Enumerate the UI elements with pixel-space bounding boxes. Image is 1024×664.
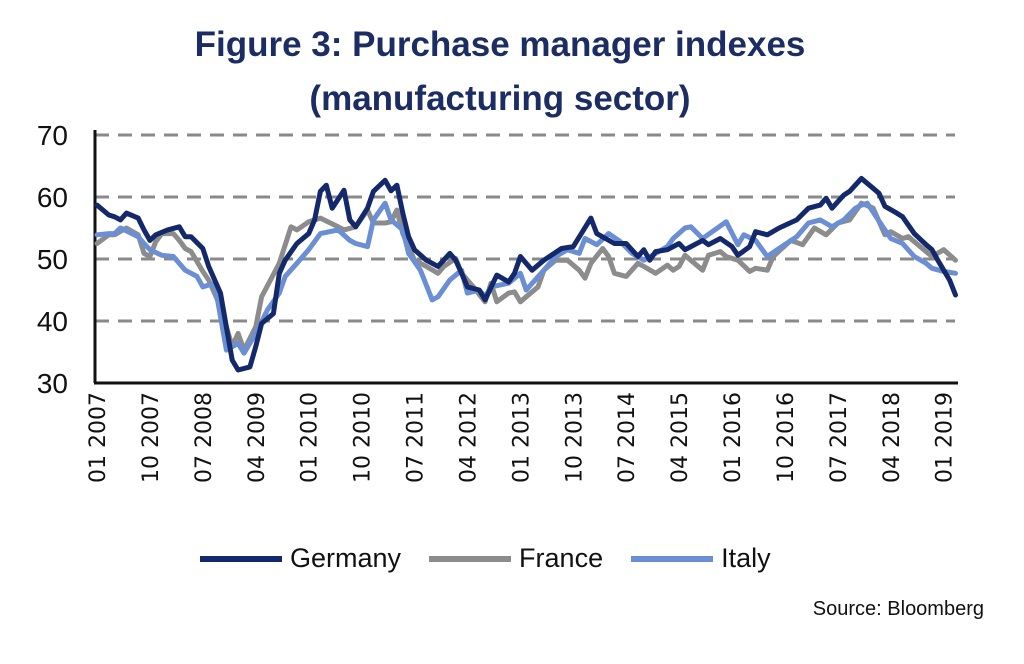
chart-title: Figure 3: Purchase manager indexes (194, 25, 806, 64)
series-line-germany (94, 175, 958, 373)
x-tick-label: 01 2013 (509, 392, 534, 483)
x-tick-label: 04 2012 (456, 392, 481, 483)
legend-swatch-germany (200, 555, 282, 562)
y-tick-label: 30 (37, 368, 68, 399)
x-tick-label: 04 2009 (245, 392, 270, 483)
x-tick-label: 07 2011 (404, 392, 429, 483)
x-tick-label: 10 2016 (774, 392, 799, 483)
x-tick-label: 10 2013 (562, 392, 587, 483)
y-tick-label: 60 (37, 182, 68, 213)
x-tick-label: 07 2008 (192, 392, 217, 483)
x-tick-label: 01 2010 (298, 392, 323, 483)
legend-label-france: France (519, 543, 604, 573)
legend-swatch-france (429, 555, 512, 562)
x-tick-label: 10 2007 (139, 392, 164, 483)
y-tick-label: 40 (37, 306, 68, 337)
y-tick-label: 70 (37, 120, 68, 151)
x-tick-label: 04 2018 (880, 392, 905, 483)
legend-item-germany: Germany (200, 543, 401, 574)
y-tick-label: 50 (37, 244, 68, 275)
legend-swatch-italy (631, 555, 714, 562)
x-tick-label: 07 2017 (827, 392, 852, 483)
x-tick-label: 01 2019 (933, 392, 958, 483)
chart-subtitle: (manufacturing sector) (309, 79, 691, 118)
x-tick-label: 01 2016 (721, 392, 746, 483)
legend-item-france: France (429, 543, 603, 574)
legend-label-germany: Germany (290, 543, 402, 573)
x-tick-label: 07 2014 (615, 392, 640, 483)
legend-label-italy: Italy (721, 543, 771, 573)
legend: Germany France Italy (200, 543, 799, 574)
source-note: Source: Bloomberg (812, 598, 984, 620)
x-tick-label: 04 2015 (668, 392, 693, 483)
x-tick-label: 01 2007 (86, 392, 111, 483)
legend-item-italy: Italy (631, 543, 771, 574)
x-tick-label: 10 2010 (351, 392, 376, 483)
